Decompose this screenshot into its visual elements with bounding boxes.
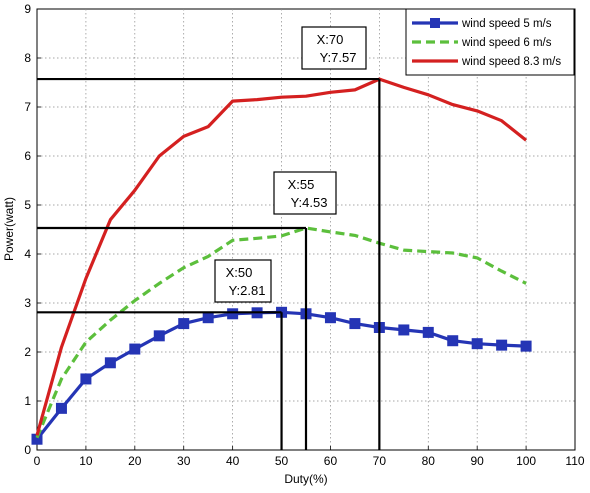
legend-entry-label-2: wind speed 8.3 m/s (461, 56, 561, 68)
x-tick-label: 20 (128, 454, 142, 468)
annotation-y-label: Y:2.81 (229, 283, 266, 298)
y-tick-label: 8 (24, 51, 31, 65)
y-tick-label: 1 (24, 394, 31, 408)
x-tick-label: 40 (226, 454, 240, 468)
y-tick-label: 3 (24, 296, 31, 310)
data-point (104, 357, 116, 369)
annotation-box (273, 171, 337, 215)
data-point (80, 373, 92, 385)
annotation-x-label: X:55 (288, 177, 315, 192)
data-point (129, 343, 141, 355)
data-point (178, 318, 190, 330)
data-point (349, 318, 361, 330)
data-point (324, 312, 336, 324)
annotation-x-label: X:50 (226, 265, 253, 280)
data-point (202, 312, 214, 324)
y-tick-label: 6 (24, 149, 31, 163)
x-tick-label: 10 (79, 454, 93, 468)
x-tick-label: 80 (422, 454, 436, 468)
x-tick-label: 0 (34, 454, 41, 468)
data-point (422, 326, 434, 338)
annotation-x-label: X:70 (317, 32, 344, 47)
x-tick-label: 60 (324, 454, 338, 468)
x-tick-label: 110 (565, 454, 584, 468)
annotation-y-label: Y:7.57 (320, 50, 357, 65)
x-tick-label: 30 (177, 454, 191, 468)
x-axis-label: Duty(%) (284, 472, 327, 486)
x-tick-label: 90 (471, 454, 485, 468)
y-tick-label: 7 (24, 100, 31, 114)
legend: wind speed 5 m/s wind speed 6 m/s wind spe… (405, 8, 575, 76)
grid-layer (36, 8, 576, 451)
series-line-1 (35, 226, 527, 439)
y-tick-label: 2 (24, 345, 31, 359)
data-point (153, 330, 165, 342)
y-axis-label: Power(watt) (2, 197, 16, 261)
y-tick-label: 9 (24, 2, 31, 16)
data-point (398, 324, 410, 336)
data-point (55, 402, 67, 414)
data-point (520, 340, 532, 352)
y-tick-label: 5 (24, 198, 31, 212)
x-tick-label: 100 (516, 454, 536, 468)
y-tick-label: 4 (24, 247, 31, 261)
data-point (496, 339, 508, 351)
x-tick-label: 70 (373, 454, 387, 468)
data-point (447, 335, 459, 347)
legend-entry-label-1: wind speed 6 m/s (461, 37, 552, 49)
series-line-2 (35, 77, 528, 436)
annotation-y-label: Y:4.53 (291, 195, 328, 210)
x-tick-label: 50 (275, 454, 289, 468)
y-tick-label: 0 (24, 443, 31, 457)
legend-entry-label-0: wind speed 5 m/s (461, 18, 552, 30)
annotation-box (301, 26, 367, 70)
legend-marker (430, 18, 440, 28)
data-point (471, 338, 483, 350)
annotation-layer: X:70 Y:7.57 X:55 Y:4.53 X:50 Y:2.81 (37, 26, 381, 450)
data-point (227, 308, 239, 320)
annotation-box (214, 259, 272, 303)
ticks-layer: 0 10 20 30 40 50 60 70 80 90 100 110 0 1 2 3 4 5 6 7 8 9 (24, 2, 585, 468)
